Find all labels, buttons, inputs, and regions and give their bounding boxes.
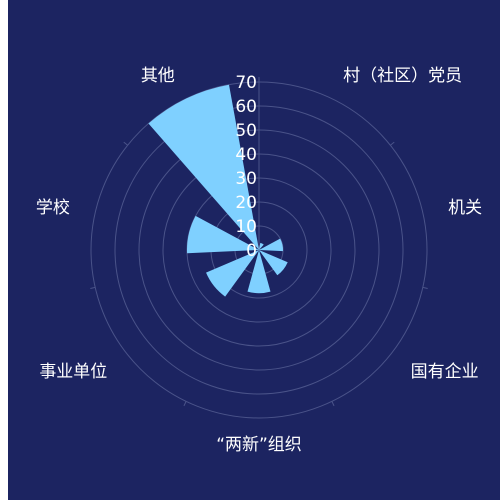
polar-bar[interactable]	[259, 242, 264, 250]
category-label: “两新”组织	[216, 435, 302, 455]
category-label: 其他	[141, 66, 175, 86]
radial-tick-label: 20	[235, 193, 257, 213]
angle-tick	[422, 286, 428, 289]
radial-tick-label: 30	[235, 169, 257, 189]
radial-tick-label: 40	[235, 145, 257, 165]
radial-tick-label: 10	[235, 217, 257, 237]
angle-tick	[390, 141, 395, 146]
category-label: 学校	[36, 198, 70, 218]
polar-bar[interactable]	[259, 250, 288, 276]
radial-tick-label: 70	[235, 73, 257, 93]
polar-bar[interactable]	[259, 238, 283, 252]
polar-bar[interactable]	[148, 84, 259, 250]
radial-tick-label: 50	[235, 121, 257, 141]
radial-tick-label: 0	[246, 241, 257, 261]
polar-bar[interactable]	[187, 215, 259, 254]
category-label: 村（社区）党员	[343, 66, 462, 86]
chart-panel: 0 10 20 30 40 50 60 70 村（社区）党员机关国有企业 “两新”组织 事业单位 学校…	[8, 0, 500, 500]
polar-bar[interactable]	[247, 250, 271, 294]
category-label: 事业单位	[39, 362, 107, 382]
category-label: 机关	[448, 198, 482, 218]
angle-tick	[123, 141, 128, 146]
angle-tick	[90, 286, 96, 289]
polar-bar[interactable]	[206, 250, 259, 297]
angle-tick	[183, 401, 187, 407]
radial-tick-label: 60	[235, 97, 257, 117]
angle-tick	[331, 401, 335, 407]
category-label: 国有企业	[411, 362, 479, 382]
